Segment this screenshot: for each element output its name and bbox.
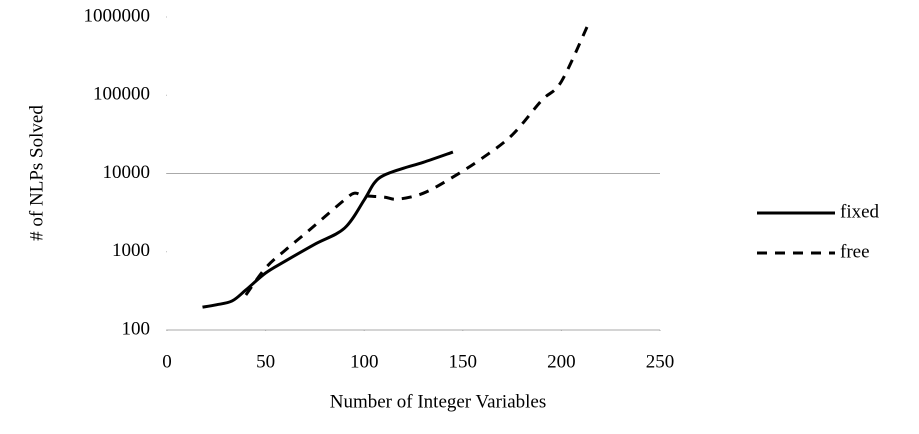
x-tick-label: 200 [547, 351, 576, 372]
y-tick-label: 1000000 [84, 5, 151, 26]
x-tick-label: 50 [256, 351, 275, 372]
line [244, 21, 591, 296]
y-tick-label: 10000 [103, 162, 151, 183]
x-tick-label: 0 [162, 351, 172, 372]
line [202, 150, 454, 309]
y-tick-label: 100 [122, 318, 151, 339]
y-tick-label: 100000 [93, 84, 150, 105]
legend-label: free [840, 241, 870, 262]
x-tick-label: 250 [646, 351, 675, 372]
y-tick-label: 1000 [112, 240, 150, 261]
x-axis-label: Number of Integer Variables [330, 391, 547, 412]
x-tick-label: 100 [350, 351, 379, 372]
legend-label: fixed [840, 201, 880, 222]
y-axis-label: # of NLPs Solved [26, 105, 47, 241]
x-tick-label: 150 [449, 351, 478, 372]
